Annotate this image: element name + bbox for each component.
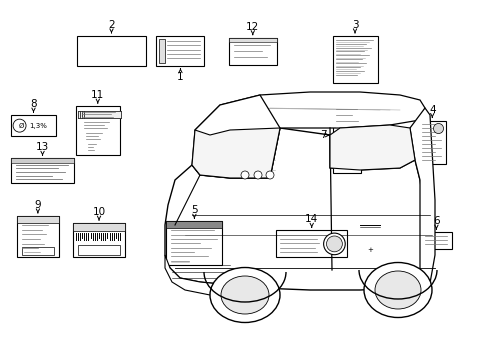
- Polygon shape: [195, 92, 424, 135]
- Bar: [73, 223, 124, 257]
- Text: 13: 13: [36, 143, 49, 152]
- Bar: [84, 111, 121, 118]
- Text: 4: 4: [428, 105, 435, 114]
- Circle shape: [326, 236, 342, 252]
- Bar: [166, 221, 222, 228]
- Bar: [76, 106, 120, 155]
- Circle shape: [241, 171, 248, 179]
- Bar: [78, 111, 115, 118]
- Text: 1: 1: [177, 72, 183, 81]
- Bar: [78, 111, 115, 118]
- Bar: [82, 111, 119, 118]
- Bar: [80, 111, 117, 118]
- Bar: [159, 39, 164, 63]
- Bar: [11, 158, 74, 183]
- Bar: [82, 111, 119, 118]
- Polygon shape: [192, 95, 280, 178]
- Bar: [228, 38, 276, 42]
- Bar: [73, 223, 124, 231]
- Circle shape: [13, 119, 26, 132]
- Polygon shape: [329, 125, 414, 170]
- Polygon shape: [164, 255, 274, 300]
- Text: 1,3%: 1,3%: [29, 123, 47, 129]
- Text: 10: 10: [92, 207, 105, 217]
- Bar: [84, 111, 121, 118]
- Polygon shape: [164, 128, 431, 290]
- Bar: [78, 245, 120, 255]
- Bar: [420, 232, 451, 249]
- Bar: [80, 111, 117, 118]
- Text: 12: 12: [245, 22, 259, 32]
- Bar: [17, 216, 59, 257]
- Bar: [11, 115, 56, 136]
- Circle shape: [265, 171, 273, 179]
- Bar: [276, 230, 346, 257]
- Text: Ø: Ø: [19, 123, 24, 129]
- Circle shape: [253, 171, 262, 179]
- Circle shape: [432, 123, 443, 134]
- Bar: [84, 111, 121, 118]
- Ellipse shape: [209, 267, 280, 323]
- Bar: [82, 111, 119, 118]
- Polygon shape: [192, 128, 280, 178]
- Bar: [417, 121, 446, 164]
- Text: 8: 8: [30, 99, 37, 109]
- Bar: [166, 221, 222, 265]
- Text: 7: 7: [319, 130, 326, 140]
- Bar: [80, 111, 117, 118]
- Bar: [332, 104, 360, 173]
- Text: 9: 9: [35, 200, 41, 210]
- Bar: [22, 247, 54, 255]
- Ellipse shape: [363, 262, 431, 318]
- Text: 11: 11: [91, 90, 104, 100]
- Text: 14: 14: [305, 215, 318, 224]
- Text: 5: 5: [191, 206, 197, 215]
- Text: 2: 2: [108, 20, 115, 30]
- Ellipse shape: [374, 271, 420, 309]
- Polygon shape: [409, 108, 434, 283]
- Bar: [17, 216, 59, 223]
- Circle shape: [323, 233, 345, 255]
- Bar: [332, 36, 377, 83]
- Bar: [228, 38, 276, 65]
- Text: 3: 3: [351, 20, 358, 30]
- Bar: [11, 158, 74, 163]
- Bar: [78, 111, 115, 118]
- Text: 6: 6: [432, 216, 439, 226]
- Ellipse shape: [221, 276, 268, 314]
- Bar: [77, 36, 145, 66]
- Text: +: +: [366, 247, 372, 253]
- Bar: [156, 36, 204, 66]
